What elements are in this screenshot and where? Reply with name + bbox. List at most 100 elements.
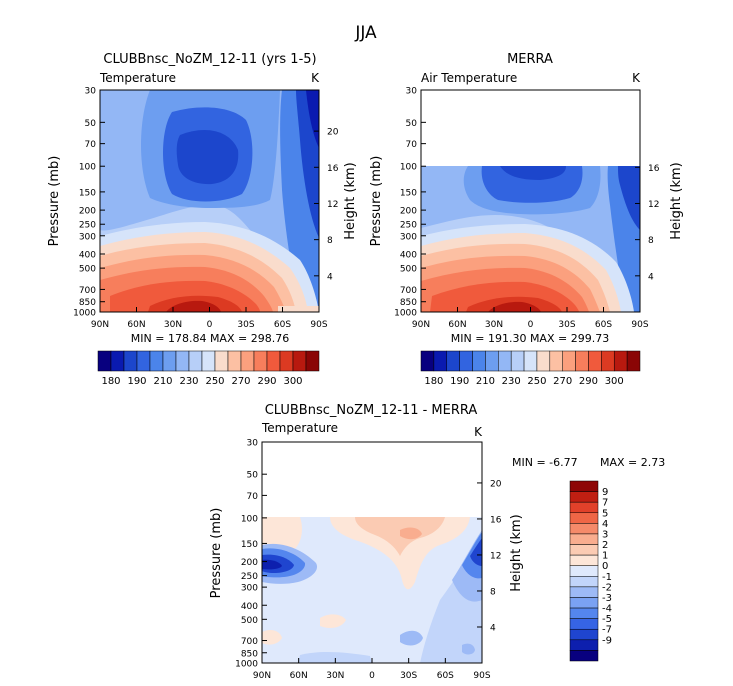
x-tick-label: 0 — [207, 320, 213, 330]
colorbar-swatch — [569, 607, 599, 619]
height-tick-label: 4 — [648, 272, 654, 282]
y-tick-label: 100 — [79, 163, 96, 173]
colorbar-label: 210 — [476, 376, 495, 387]
x-tick-label: 30N — [485, 320, 503, 330]
x-tick-label: 90N — [253, 671, 271, 681]
y-tick-label: 500 — [79, 265, 96, 275]
y-tick-label: 250 — [400, 221, 417, 231]
y-tick-label: 1000 — [235, 660, 258, 670]
y-tick-label: 200 — [79, 207, 96, 217]
colorbar-swatch — [175, 350, 190, 372]
colorbar-label: 300 — [605, 376, 624, 387]
y-tick-label: 1000 — [394, 309, 417, 319]
colorbar-swatch — [569, 576, 599, 588]
height-tick-label: 8 — [327, 236, 333, 246]
panel-model-ylabel: Pressure (mb) — [47, 156, 62, 247]
colorbar-swatch — [305, 350, 320, 372]
panel-merra-units: K — [632, 71, 641, 85]
panel-model-stats: MIN = 178.84 MAX = 298.76 — [131, 332, 289, 345]
panel-diff-stats-min: MIN = -6.77 — [512, 456, 578, 469]
panel-diff-field — [262, 517, 482, 663]
height-tick-label: 4 — [327, 272, 333, 282]
colorbar-label: 1 — [602, 551, 608, 562]
panel-merra-ylabel-right: Height (km) — [669, 162, 684, 239]
height-tick-label: 4 — [490, 623, 496, 633]
height-tick-label: 12 — [490, 551, 501, 561]
colorbar-label: -5 — [602, 614, 612, 625]
y-tick-label: 30 — [406, 87, 418, 97]
height-tick-label: 12 — [327, 200, 338, 210]
panel-diff-title: CLUBBnsc_NoZM_12-11 - MERRA — [265, 403, 478, 418]
colorbar-swatch — [485, 350, 499, 372]
panel-diff-stats-max: MAX = 2.73 — [600, 456, 665, 469]
y-tick-label: 250 — [79, 221, 96, 231]
colorbar-label: 190 — [450, 376, 469, 387]
colorbar-swatch — [279, 350, 294, 372]
x-tick-label: 30N — [326, 671, 344, 681]
colorbar-swatch — [97, 350, 112, 372]
colorbar-label: 180 — [101, 376, 120, 387]
height-tick-label: 20 — [327, 128, 339, 138]
y-tick-label: 150 — [241, 540, 258, 550]
y-tick-label: 700 — [400, 286, 417, 296]
colorbar-label: -4 — [602, 604, 612, 615]
colorbar-label: -2 — [602, 582, 612, 593]
colorbar-swatch — [292, 350, 307, 372]
y-tick-label: 300 — [241, 584, 258, 594]
height-tick-label: 16 — [327, 164, 339, 174]
y-tick-label: 850 — [241, 649, 258, 659]
y-tick-label: 70 — [247, 492, 259, 502]
colorbar-swatch — [123, 350, 138, 372]
y-tick-label: 100 — [241, 514, 258, 524]
panel-model-colorbar: 180 190 210 230 250 270 290 300 — [97, 350, 320, 387]
colorbar-swatch — [569, 565, 599, 577]
colorbar-swatch — [569, 554, 599, 566]
colorbar-swatch — [575, 350, 589, 372]
y-tick-label: 300 — [400, 232, 417, 242]
colorbar-swatch — [188, 350, 203, 372]
colorbar-label: 4 — [602, 519, 608, 530]
colorbar-label: 230 — [502, 376, 521, 387]
x-tick-label: 0 — [369, 671, 375, 681]
colorbar-label: 210 — [153, 376, 172, 387]
colorbar-swatch — [588, 350, 602, 372]
panel-diff-ylabel-right: Height (km) — [509, 514, 524, 591]
y-tick-label: 50 — [406, 119, 418, 129]
y-tick-label: 850 — [400, 298, 417, 308]
panel-model-units: K — [311, 71, 320, 85]
panel-model-axes: 305070100150200250300400500700850100090N… — [73, 87, 339, 331]
y-tick-label: 1000 — [73, 309, 96, 319]
colorbar-swatch — [626, 350, 641, 372]
colorbar-swatch — [569, 618, 599, 630]
y-tick-label: 400 — [79, 250, 96, 260]
colorbar-swatch — [562, 350, 576, 372]
colorbar-label: -1 — [602, 572, 612, 583]
colorbar-swatch — [136, 350, 151, 372]
colorbar-swatch — [266, 350, 281, 372]
colorbar-swatch — [110, 350, 125, 372]
panel-diff-subtitle: Temperature — [261, 421, 338, 435]
colorbar-label: 7 — [602, 498, 608, 509]
panel-diff-axes: 305070100150200250300400500700850100090N… — [235, 439, 502, 682]
panel-merra-ylabel: Pressure (mb) — [369, 156, 384, 247]
panel-merra-stats: MIN = 191.30 MAX = 299.73 — [451, 332, 609, 345]
colorbar-label: 0 — [602, 561, 608, 572]
y-tick-label: 150 — [400, 188, 417, 198]
figure-title: JJA — [354, 23, 377, 43]
colorbar-swatch — [613, 350, 628, 372]
colorbar-swatch — [569, 523, 599, 535]
colorbar-label: 290 — [579, 376, 598, 387]
x-tick-label: 0 — [528, 320, 534, 330]
colorbar-swatch — [253, 350, 268, 372]
colorbar-swatch — [569, 544, 599, 556]
colorbar-swatch — [498, 350, 512, 372]
y-tick-label: 150 — [79, 188, 96, 198]
colorbar-swatch — [569, 491, 599, 503]
colorbar-swatch — [510, 350, 525, 372]
panel-diff-ylabel: Pressure (mb) — [209, 508, 224, 599]
colorbar-label: 250 — [205, 376, 224, 387]
colorbar-label: 180 — [424, 376, 443, 387]
x-tick-label: 90N — [412, 320, 430, 330]
